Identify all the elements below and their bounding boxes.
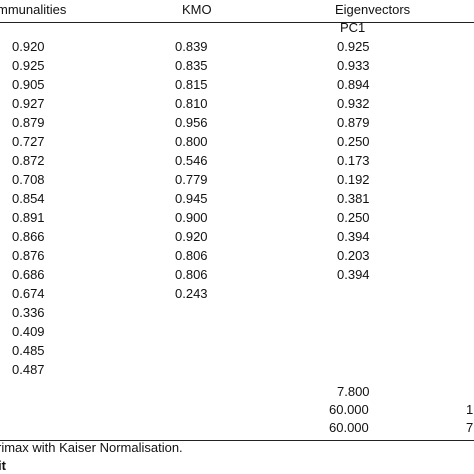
communality-cell: 0.920 xyxy=(12,39,45,54)
pc1-cell: 0.932 xyxy=(337,96,370,111)
pc1-cell: 0.394 xyxy=(337,267,370,282)
communality-cell: 0.872 xyxy=(12,153,45,168)
kmo-cell: 0.956 xyxy=(175,115,208,130)
communality-cell: 0.854 xyxy=(12,191,45,206)
kmo-cell: 0.806 xyxy=(175,267,208,282)
footnote: rimax with Kaiser Normalisation. xyxy=(0,440,183,455)
header-kmo: KMO xyxy=(182,2,212,17)
kmo-cell: 0.900 xyxy=(175,210,208,225)
communality-cell: 0.905 xyxy=(12,77,45,92)
pc1-cell: 0.925 xyxy=(337,39,370,54)
communality-cell: 0.487 xyxy=(12,362,45,377)
header-rule xyxy=(0,22,474,23)
communality-cell: 0.879 xyxy=(12,115,45,130)
communality-cell: 0.866 xyxy=(12,229,45,244)
communality-cell: 0.708 xyxy=(12,172,45,187)
subheader-pc1: PC1 xyxy=(340,20,366,35)
communality-cell: 0.336 xyxy=(12,305,45,320)
kmo-cell: 0.839 xyxy=(175,39,208,54)
kmo-cell: 0.810 xyxy=(175,96,208,111)
communality-cell: 0.891 xyxy=(12,210,45,225)
communality-cell: 0.927 xyxy=(12,96,45,111)
kmo-cell: 0.806 xyxy=(175,248,208,263)
pc1-cell: 0.192 xyxy=(337,172,370,187)
communality-cell: 0.485 xyxy=(12,343,45,358)
kmo-cell: 0.835 xyxy=(175,58,208,73)
kmo-cell: 0.945 xyxy=(175,191,208,206)
pc1-cell: 0.394 xyxy=(337,229,370,244)
header-communalities: mmunalities xyxy=(0,2,67,17)
communality-cell: 0.674 xyxy=(12,286,45,301)
communality-cell: 0.925 xyxy=(12,58,45,73)
kmo-cell: 0.243 xyxy=(175,286,208,301)
header-eigenvectors: Eigenvectors xyxy=(335,2,411,17)
pc1-cell: 0.203 xyxy=(337,248,370,263)
bottom-rule xyxy=(0,440,474,441)
communality-cell: 0.727 xyxy=(12,134,45,149)
summary-cell: 60.000 xyxy=(329,420,369,435)
kmo-cell: 0.779 xyxy=(175,172,208,187)
pc1-cell: 0.933 xyxy=(337,58,370,73)
pc1-cell: 0.879 xyxy=(337,115,370,130)
kmo-cell: 0.800 xyxy=(175,134,208,149)
summary-cell: 60.000 xyxy=(329,402,369,417)
pc1-cell: 0.173 xyxy=(337,153,370,168)
summary-cell: 1 xyxy=(466,402,474,417)
communality-cell: 0.876 xyxy=(12,248,45,263)
pc1-cell: 0.894 xyxy=(337,77,370,92)
footnote: it xyxy=(0,458,6,473)
kmo-cell: 0.546 xyxy=(175,153,208,168)
kmo-cell: 0.815 xyxy=(175,77,208,92)
kmo-cell: 0.920 xyxy=(175,229,208,244)
pc1-cell: 0.381 xyxy=(337,191,370,206)
pc1-cell: 0.250 xyxy=(337,210,370,225)
summary-cell: 7.800 xyxy=(337,384,370,399)
summary-cell: 7 xyxy=(466,420,474,435)
pc1-cell: 0.250 xyxy=(337,134,370,149)
communality-cell: 0.409 xyxy=(12,324,45,339)
communality-cell: 0.686 xyxy=(12,267,45,282)
